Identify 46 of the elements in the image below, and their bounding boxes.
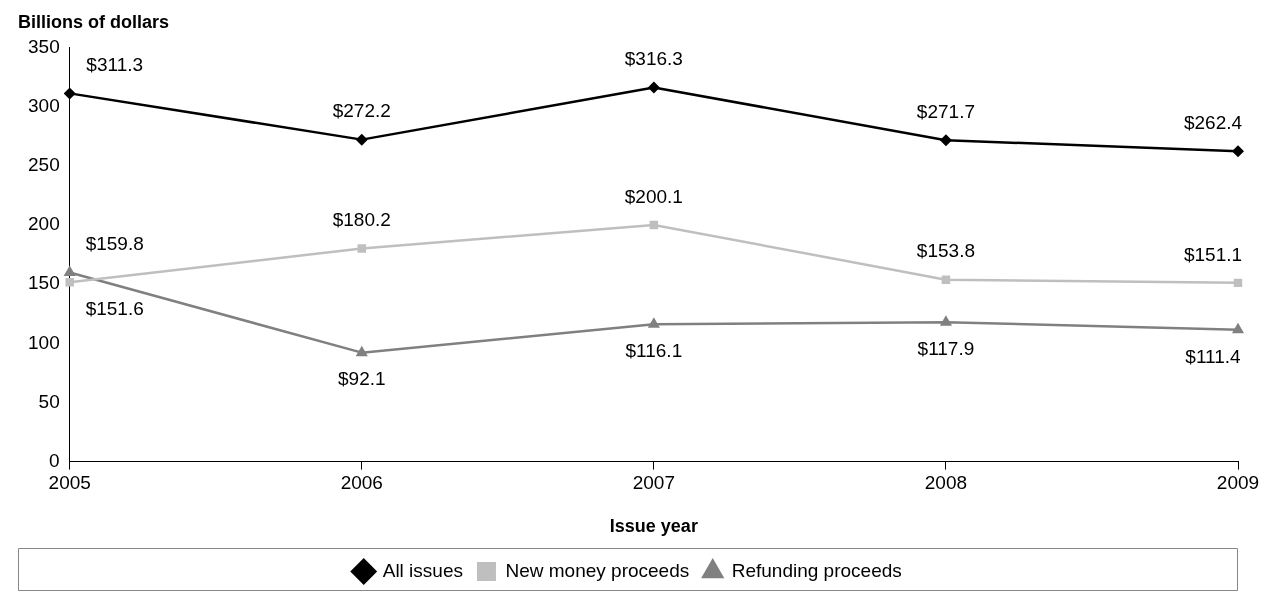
point bbox=[355, 345, 368, 357]
data-label: $159.8 bbox=[85, 233, 144, 255]
point bbox=[1232, 145, 1244, 158]
point bbox=[1231, 322, 1245, 334]
point bbox=[355, 133, 368, 146]
y-tick-label: 150 bbox=[28, 272, 60, 294]
legend-label: All issues bbox=[382, 559, 463, 581]
point bbox=[941, 275, 951, 284]
x-tick-label: 2008 bbox=[924, 472, 968, 494]
point bbox=[939, 134, 952, 147]
data-label: $153.8 bbox=[916, 240, 975, 262]
legend-label: New money proceeds bbox=[505, 559, 690, 581]
y-tick-label: 100 bbox=[28, 331, 60, 353]
data-label: $316.3 bbox=[624, 48, 683, 70]
x-tick-label: 2005 bbox=[48, 472, 91, 494]
y-tick-label: 0 bbox=[49, 449, 60, 471]
data-label: $116.1 bbox=[625, 340, 683, 361]
data-label: $271.7 bbox=[916, 100, 975, 122]
data-label: $151.6 bbox=[85, 298, 144, 320]
y-tick-label: 250 bbox=[28, 154, 60, 176]
x-tick-label: 2009 bbox=[1216, 472, 1260, 494]
point bbox=[63, 265, 76, 277]
point bbox=[65, 278, 74, 287]
data-label: $272.2 bbox=[332, 100, 391, 122]
data-label: $92.1 bbox=[338, 368, 386, 390]
point bbox=[939, 315, 952, 326]
point bbox=[647, 81, 660, 94]
point bbox=[357, 244, 367, 253]
x-tick-label: 2007 bbox=[632, 472, 675, 494]
y-tick-label: 50 bbox=[38, 390, 60, 412]
point bbox=[63, 87, 76, 100]
x-axis-title: Issue year bbox=[609, 516, 698, 537]
x-tick-label: 2006 bbox=[340, 472, 383, 494]
data-label: $117.9 bbox=[917, 337, 975, 359]
data-label: $111.4 bbox=[1185, 345, 1242, 367]
y-tick-label: 200 bbox=[28, 213, 60, 235]
point bbox=[647, 317, 660, 328]
data-label: $151.1 bbox=[1183, 243, 1243, 265]
data-label: $200.1 bbox=[624, 185, 683, 207]
data-label: $180.2 bbox=[332, 209, 391, 231]
y-tick-label: 300 bbox=[28, 94, 60, 116]
y-tick-label: 350 bbox=[28, 35, 60, 57]
data-label: $262.4 bbox=[1183, 111, 1243, 133]
y-axis-title: Billions of dollars bbox=[18, 11, 170, 32]
data-label: $311.3 bbox=[86, 54, 144, 76]
legend-label: Refunding proceeds bbox=[731, 559, 902, 581]
